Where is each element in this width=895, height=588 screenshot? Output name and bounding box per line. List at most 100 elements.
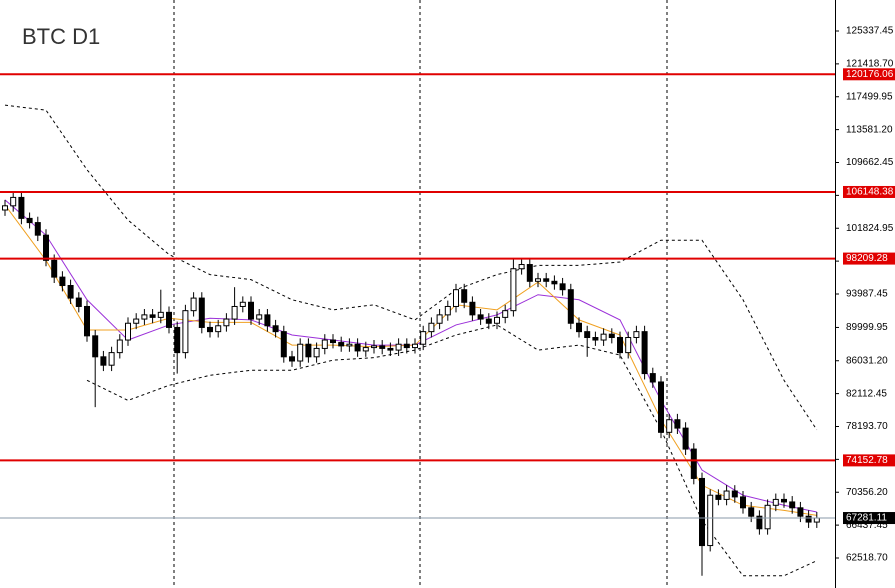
candle-body — [297, 343, 304, 362]
level-label-box — [843, 68, 895, 81]
candle-body — [608, 333, 615, 339]
candle-body — [362, 347, 369, 352]
candle-body — [387, 347, 394, 351]
candle-body — [469, 301, 476, 316]
candle-body — [141, 314, 148, 320]
candle-body — [453, 289, 459, 307]
candle-body — [305, 343, 312, 358]
candle-body — [239, 301, 246, 307]
candle-body — [666, 419, 673, 433]
y-tick-label: 82112.45 — [846, 388, 887, 399]
candle-body — [699, 477, 705, 547]
candle-body — [166, 311, 172, 328]
candle-body — [674, 419, 681, 429]
y-tick-label: 86031.20 — [846, 355, 888, 366]
candle-body — [764, 504, 771, 530]
candle-body — [461, 289, 468, 303]
y-tick-label: 101824.95 — [846, 223, 894, 234]
y-tick-label: 113581.20 — [846, 124, 893, 135]
candle-body — [477, 314, 484, 320]
candle-body — [576, 322, 582, 333]
candle-body — [10, 196, 17, 207]
level-label: 106148.38 — [846, 187, 894, 198]
candle-body — [707, 494, 714, 547]
price-label: 67281.11 — [846, 513, 887, 524]
level-label-box — [843, 252, 895, 265]
candle-body — [395, 343, 402, 351]
y-tick-label: 70356.20 — [846, 487, 888, 498]
candle-body — [617, 337, 623, 354]
candle-body — [494, 316, 500, 324]
candle-body — [535, 278, 541, 282]
candle-body — [510, 268, 517, 312]
candle-body — [256, 314, 263, 320]
candle-body — [723, 490, 730, 500]
candle-body — [338, 342, 345, 347]
level-label: 120176.06 — [846, 69, 894, 80]
y-tick-label: 125337.45 — [846, 26, 894, 37]
level-label-box — [843, 185, 895, 198]
candle-body — [740, 496, 746, 509]
candle-body — [43, 234, 49, 261]
candle-body — [125, 322, 131, 341]
candle-body — [436, 314, 443, 324]
candle-body — [157, 311, 164, 318]
candle-body — [518, 264, 525, 270]
candle-body — [731, 490, 738, 498]
candle-body — [26, 217, 33, 224]
y-tick-label: 89999.95 — [846, 322, 888, 333]
candle-body — [756, 515, 763, 530]
candle-body — [313, 347, 320, 358]
candle-body — [207, 326, 213, 333]
candle-body — [789, 501, 796, 509]
candle-body — [223, 318, 230, 327]
candle-body — [272, 325, 279, 333]
candle-body — [75, 297, 82, 307]
y-tick-label: 66437.45 — [846, 520, 888, 531]
y-tick-label: 93987.45 — [846, 289, 888, 300]
candle-body — [592, 337, 599, 341]
candle-body — [428, 322, 435, 333]
candle-body — [67, 285, 74, 299]
candle-body — [813, 517, 820, 523]
candle-body — [190, 297, 197, 312]
candle-body — [502, 310, 509, 318]
y-tick-label: 62518.70 — [846, 553, 888, 564]
candle-body — [92, 335, 99, 358]
candle-body — [174, 326, 181, 354]
y-tick-label: 78193.70 — [846, 421, 888, 432]
candle-body — [18, 196, 25, 219]
y-tick-label: 121418.70 — [846, 59, 894, 70]
candle-body — [321, 339, 328, 349]
chart-title: BTC D1 — [22, 24, 100, 49]
candle-body — [641, 331, 648, 375]
candle-body — [182, 310, 189, 354]
candle-body — [264, 314, 271, 327]
candle-body — [690, 448, 697, 479]
candle-body — [330, 339, 336, 344]
candle-body — [133, 318, 140, 324]
candle-body — [215, 325, 222, 333]
candle-body — [2, 205, 8, 211]
candle-body — [108, 352, 115, 366]
candle-body — [805, 515, 812, 523]
y-tick-label: 109662.45 — [846, 157, 894, 168]
candle-body — [600, 333, 607, 341]
candle-body — [59, 276, 66, 287]
candle-body — [625, 337, 632, 354]
candle-body — [403, 343, 410, 349]
candle-body — [198, 297, 205, 328]
candle-body — [231, 305, 238, 320]
candle-body — [584, 331, 591, 339]
candle-body — [633, 331, 640, 339]
candle-body — [354, 343, 361, 352]
candle-body — [149, 314, 156, 318]
candle-body — [100, 356, 107, 366]
candle-body — [551, 280, 558, 285]
candle-body — [412, 343, 418, 349]
candle-body — [420, 331, 427, 345]
candle-body — [658, 381, 664, 433]
